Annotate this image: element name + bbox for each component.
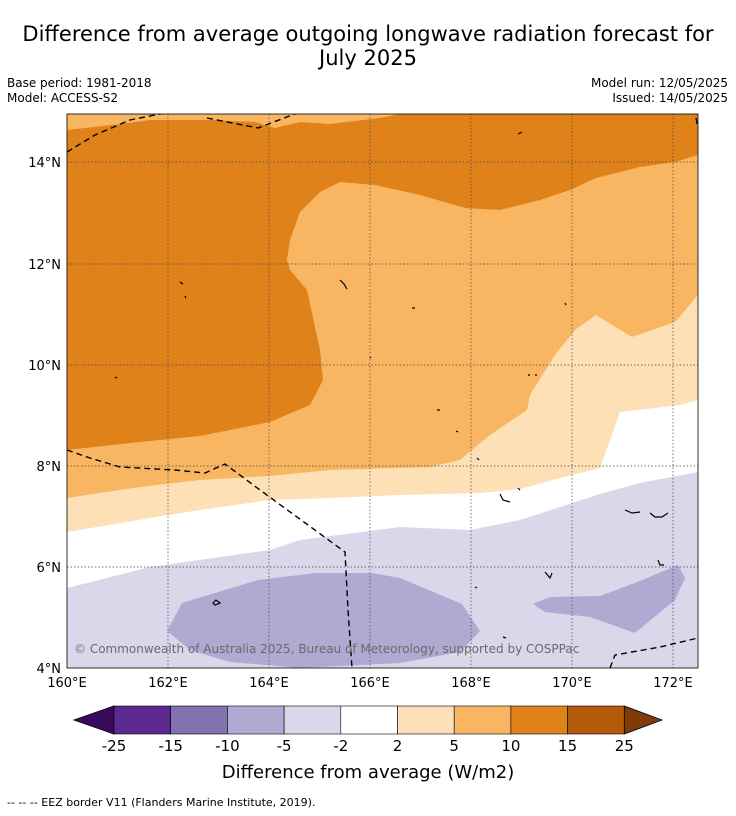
colorbar-tick: 5: [449, 737, 459, 755]
lat-label: 4°N: [37, 662, 62, 677]
colorbar-tick: 15: [558, 737, 577, 755]
eez-border: [67, 114, 698, 668]
colorbar-tick: -10: [215, 737, 240, 755]
islands: [114, 117, 698, 639]
colorbar-title: Difference from average (W/m2): [221, 762, 515, 783]
colorbar-tick-labels: -25 -15 -10 -5 -2 2 5 10 15 25: [102, 737, 634, 755]
lon-label: 172°E: [653, 676, 693, 691]
colorbar: [72, 705, 664, 735]
colorbar-bin: [283, 705, 342, 735]
colorbar-extend-low: [72, 705, 115, 735]
contour-top-band: [67, 114, 400, 130]
model-name: Model: ACCESS-S2: [7, 91, 119, 105]
colorbar-bin: [453, 705, 512, 735]
eez-footnote: -- -- -- EEZ border V11 (Flanders Marine…: [7, 796, 316, 809]
lon-label: 160°E: [47, 676, 87, 691]
contour-medium-purple: [167, 573, 480, 668]
lon-label: 164°E: [249, 676, 289, 691]
lon-label: 170°E: [552, 676, 592, 691]
map-panel: © Commonwealth of Australia 2025, Bureau…: [67, 114, 698, 668]
meta-left: Base period: 1981-2018 Model: ACCESS-S2: [7, 76, 152, 106]
colorbar-bin: [510, 705, 568, 735]
contour-medium-purple-east: [533, 565, 685, 633]
colorbar-tick: -25: [102, 737, 127, 755]
colorbar-tick: -5: [277, 737, 292, 755]
lon-label: 166°E: [350, 676, 390, 691]
lat-label: 10°N: [28, 359, 61, 374]
colorbar-bin: [170, 705, 228, 735]
copyright-notice: © Commonwealth of Australia 2025, Bureau…: [74, 642, 579, 656]
title-line-1: Difference from average outgoing longwav…: [22, 22, 714, 46]
lat-label: 12°N: [28, 258, 61, 273]
gridlines: [67, 114, 698, 668]
lat-label: 6°N: [37, 561, 62, 576]
model-run: Model run: 12/05/2025: [590, 76, 728, 90]
colorbar-bin: [567, 705, 625, 735]
base-period: Base period: 1981-2018: [7, 76, 152, 90]
lat-label: 8°N: [37, 460, 62, 475]
lon-label: 168°E: [451, 676, 491, 691]
colorbar-tick: -2: [333, 737, 348, 755]
lon-label: 162°E: [148, 676, 188, 691]
colorbar-bin: [397, 705, 455, 735]
title-line-2: July 2025: [319, 46, 417, 70]
meta-right: Model run: 12/05/2025 Issued: 14/05/2025: [591, 76, 728, 106]
colorbar-bin: [340, 705, 398, 735]
colorbar-tick: -15: [158, 737, 183, 755]
colorbar-bin: [227, 705, 285, 735]
colorbar-tick: 10: [501, 737, 520, 755]
colorbar-tick: 2: [393, 737, 403, 755]
lat-label: 14°N: [28, 156, 61, 171]
colorbar-extend-high: [623, 705, 664, 735]
map-frame: [66, 113, 699, 669]
contour-dark-orange: [67, 114, 698, 450]
colorbar-tick: 25: [615, 737, 634, 755]
latitude-labels: 14°N 12°N 10°N 8°N 6°N 4°N: [28, 156, 61, 677]
colorbar-bin: [113, 705, 172, 735]
issued-date: Issued: 14/05/2025: [612, 91, 728, 105]
longitude-labels: 160°E 162°E 164°E 166°E 168°E 170°E 172°E: [47, 676, 693, 691]
chart-title: Difference from average outgoing longwav…: [0, 22, 736, 70]
